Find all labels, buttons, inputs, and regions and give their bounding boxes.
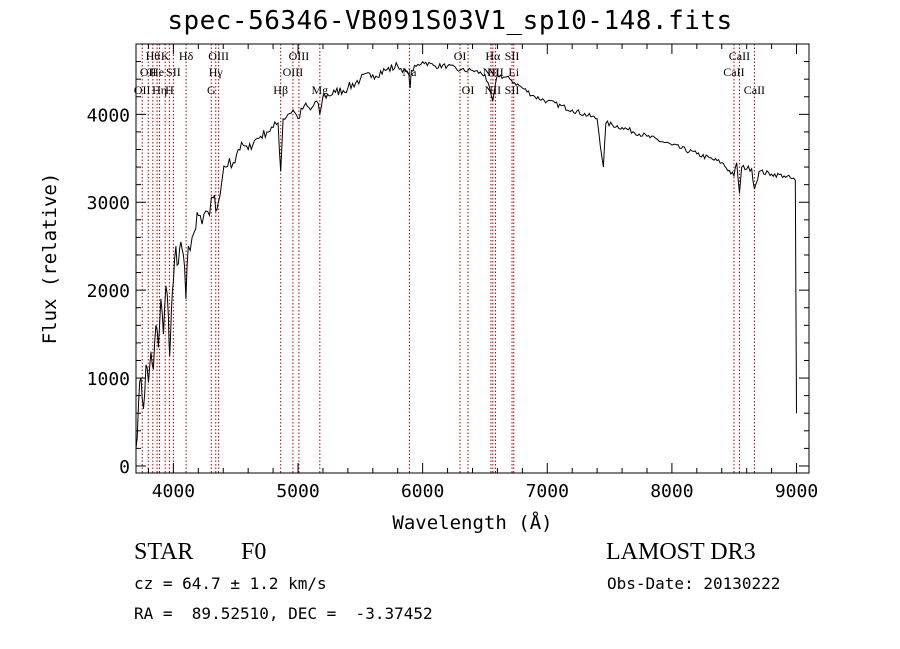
axis-ticks: 4000 5000 6000 7000 8000 9000 0 1000 2000 3000 400… — [39, 44, 818, 534]
marker-label: Hθ — [146, 49, 161, 63]
marker-label: NII — [484, 83, 501, 97]
object-subclass: F0 — [241, 539, 267, 565]
plot-frame — [135, 43, 810, 474]
marker-label: Mg — [311, 83, 328, 97]
marker-label: NII — [483, 65, 500, 79]
marker-label: SII — [505, 83, 520, 97]
marker-label: G — [207, 83, 216, 97]
marker-labels: OII OII Hθ He Hη K H SII Hδ G Hγ OIII Hβ OIII OIII Mg Na… — [134, 49, 765, 97]
x-tick-label: 6000 — [401, 481, 444, 502]
marker-label: OI — [454, 49, 467, 63]
coordinates: RA = 89.52510, DEC = -3.37452 — [134, 604, 433, 623]
marker-label: OII — [140, 65, 157, 79]
marker-label: OIII — [283, 65, 304, 79]
y-axis-label: Flux (relative) — [39, 173, 61, 345]
spectrum-line — [135, 60, 797, 449]
marker-label: K — [161, 49, 170, 63]
x-axis-label: Wavelength (Å) — [392, 511, 552, 534]
marker-label: OII — [134, 83, 151, 97]
obs-date: Obs-Date: 20130222 — [607, 574, 781, 593]
y-tick-label: 3000 — [87, 193, 130, 214]
marker-label: Hβ — [273, 83, 288, 97]
marker-label: CaII — [723, 65, 744, 79]
redshift-text: cz = 64.7 ± 1.2 km/s — [134, 574, 327, 593]
y-tick-label: 4000 — [87, 105, 130, 126]
y-tick-label: 0 — [119, 457, 130, 478]
y-tick-label: 2000 — [87, 281, 130, 302]
marker-label: SII — [505, 49, 520, 63]
object-class: STAR — [134, 539, 194, 565]
survey-name: LAMOST DR3 — [606, 539, 756, 565]
marker-label: NII — [487, 65, 504, 79]
marker-label: Na — [402, 65, 417, 79]
marker-label: SII — [166, 65, 181, 79]
marker-label: Hη — [152, 83, 167, 97]
x-tick-label: 7000 — [526, 481, 569, 502]
marker-label: Hδ — [179, 49, 194, 63]
marker-label: Hα — [485, 49, 501, 63]
marker-label: OIII — [289, 49, 310, 63]
chart-title: spec-56346-VB091S03V1_sp10-148.fits — [167, 6, 733, 36]
marker-label: OI — [462, 83, 475, 97]
x-tick-label: 5000 — [276, 481, 319, 502]
marker-label: H — [165, 83, 174, 97]
marker-label: CaII — [729, 49, 750, 63]
y-tick-label: 1000 — [87, 369, 130, 390]
marker-label: Hγ — [209, 65, 224, 79]
marker-label: Li — [508, 65, 519, 79]
x-tick-label: 4000 — [152, 481, 195, 502]
emission-line-markers — [141, 44, 755, 473]
marker-label: He — [150, 65, 164, 79]
marker-label: CaII — [744, 83, 765, 97]
x-tick-label: 9000 — [775, 481, 818, 502]
marker-label: OIII — [208, 49, 229, 63]
x-tick-label: 8000 — [650, 481, 693, 502]
